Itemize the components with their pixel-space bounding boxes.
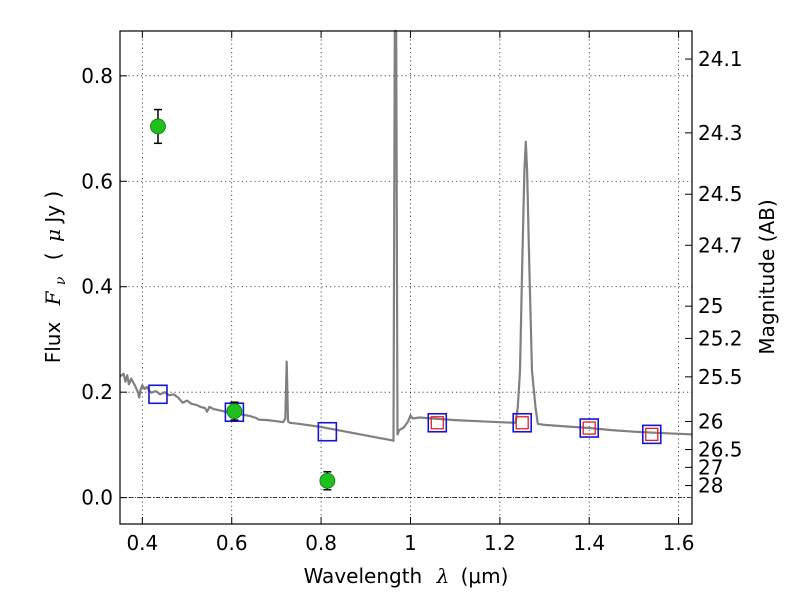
- model-photometry-square: [148, 384, 168, 405]
- model-photometry-red-square: [645, 427, 659, 442]
- right-tick-label: 28: [698, 474, 723, 498]
- right-tick-label: 25: [698, 294, 723, 318]
- observed-flux-point: [150, 118, 166, 135]
- x-tick-label: 0.8: [305, 531, 337, 555]
- model-photometry-square: [317, 421, 338, 442]
- y-axis-label: Flux F ν ( μ Jy ): [41, 191, 70, 364]
- right-tick-label: 24.3: [698, 121, 743, 145]
- model-spectrum-layer: [119, 29, 693, 442]
- x-tick-label: 0.6: [216, 531, 248, 555]
- y-tick-label: 0.0: [81, 486, 113, 510]
- model-photometry-red-square: [582, 421, 596, 435]
- y-tick-label: 0.8: [81, 64, 113, 88]
- right-tick-label: 26: [698, 409, 723, 433]
- plot-frame: [119, 30, 693, 525]
- model-photometry-square: [512, 412, 532, 433]
- right-tick-label: 24.7: [698, 233, 743, 257]
- right-tick-label: 25.2: [698, 326, 743, 350]
- x-tick-label: 0.4: [126, 531, 158, 555]
- model-photometry-markers: [148, 384, 662, 445]
- y-tick-label: 0.4: [81, 275, 113, 299]
- model-photometry-square: [427, 412, 448, 433]
- model-photometry-square: [641, 424, 662, 445]
- right-tick-label: 25.5: [698, 365, 743, 389]
- model-photometry-red-square: [430, 416, 444, 430]
- right-tick-label: 24.1: [698, 47, 743, 71]
- observed-photometry-markers: [150, 108, 336, 491]
- y-tick-label: 0.6: [81, 169, 113, 193]
- model-photometry-red-square: [515, 416, 529, 430]
- observed-flux-point: [226, 403, 243, 420]
- x-tick-label: 1.6: [663, 531, 695, 555]
- x-tick-label: 1.2: [484, 531, 516, 555]
- axis-ticks: 0.4 0.6 0.8 1 1.2 1.4 1.6 0.0 0.2 0.4 0.6 0.8 24.1 24…: [81, 31, 743, 555]
- grid: [120, 31, 692, 524]
- observed-flux-point: [319, 472, 336, 489]
- right-tick-label: 24.5: [698, 182, 743, 206]
- y-tick-label: 0.2: [81, 380, 113, 404]
- model-photometry-square: [579, 418, 600, 438]
- right-tick-label: 27: [698, 455, 723, 479]
- right-axis-label: Magnitude (AB): [755, 199, 779, 354]
- right-tick-label: 26.5: [698, 438, 743, 462]
- model-spectrum-line: [119, 29, 693, 442]
- x-tick-label: 1.4: [573, 531, 605, 555]
- x-axis-label: Wavelength λ (μm): [304, 564, 509, 588]
- x-tick-label: 1: [404, 531, 417, 555]
